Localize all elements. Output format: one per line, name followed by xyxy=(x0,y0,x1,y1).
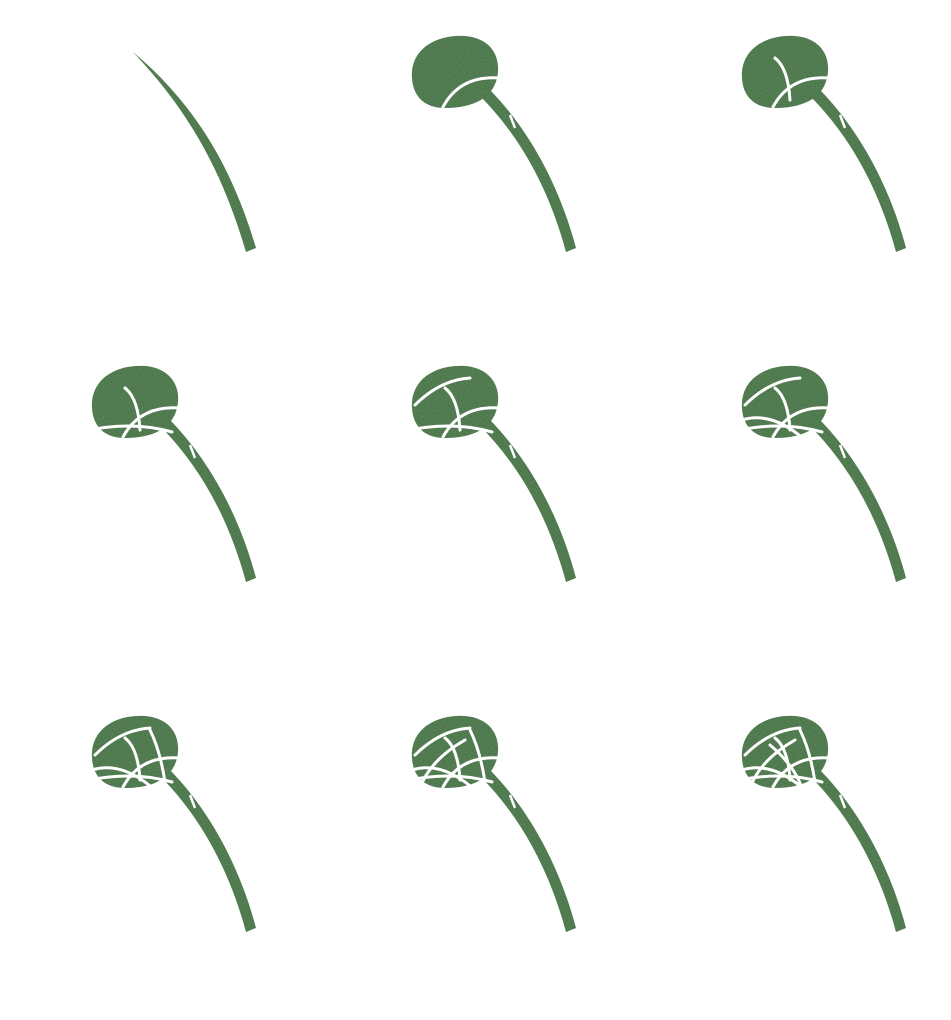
cut-arc xyxy=(413,376,472,407)
cut-arc xyxy=(90,766,162,797)
cut-arc xyxy=(121,756,182,789)
leaf-cap xyxy=(411,35,499,108)
cut-arc xyxy=(773,56,792,102)
cut-arc xyxy=(740,416,812,447)
leaf-illustration xyxy=(411,35,576,252)
leaf-panel xyxy=(650,20,951,340)
stem-notch xyxy=(838,794,847,809)
cut-arc xyxy=(413,726,472,757)
stem-shape xyxy=(162,768,256,932)
stem-notch xyxy=(508,444,517,459)
cut-arc xyxy=(728,424,824,434)
cut-arc xyxy=(771,76,832,109)
leaf-grid xyxy=(0,20,951,932)
cut-arc xyxy=(748,738,797,790)
cut-arc xyxy=(410,766,482,797)
cut-arc xyxy=(768,743,807,802)
stem-notch xyxy=(838,444,847,459)
leaf-panel xyxy=(0,700,317,1020)
stem-shape xyxy=(812,418,906,582)
leaf-panel xyxy=(650,350,951,670)
cut-arc xyxy=(398,424,494,434)
leaf-panel xyxy=(0,20,317,340)
cut-arc xyxy=(443,386,462,432)
cut-arc xyxy=(771,756,832,789)
leaf-illustration xyxy=(398,365,576,582)
cut-arc xyxy=(123,386,142,432)
cut-arc xyxy=(773,386,792,432)
leaf-illustration xyxy=(133,52,256,252)
leaf-panel xyxy=(320,20,637,340)
leaf-illustration xyxy=(728,715,906,932)
cut-arc xyxy=(441,406,502,439)
cut-arc xyxy=(441,76,502,109)
leaf-illustration xyxy=(78,365,256,582)
cut-arc xyxy=(771,406,832,439)
cut-arc xyxy=(743,376,802,407)
leaf-illustration xyxy=(78,715,256,932)
stem-notch xyxy=(188,444,197,459)
cut-arc xyxy=(798,728,817,784)
cut-arc xyxy=(148,728,167,784)
cut-arc xyxy=(93,726,152,757)
cut-arc xyxy=(121,406,182,439)
cut-arc xyxy=(78,424,174,434)
stem-shape xyxy=(482,88,576,252)
stem-shape xyxy=(133,52,256,252)
leaf-illustration xyxy=(398,715,576,932)
leaf-panel xyxy=(320,700,637,1020)
cut-arc xyxy=(773,736,792,782)
cut-arc xyxy=(123,736,142,782)
leaf-illustration xyxy=(741,35,906,252)
stem-shape xyxy=(482,768,576,932)
leaf-panel xyxy=(0,350,317,670)
leaf-panel xyxy=(320,350,637,670)
cut-arc xyxy=(468,728,487,784)
stem-notch xyxy=(838,114,847,129)
cut-arc xyxy=(418,738,467,790)
cut-arc xyxy=(443,736,462,782)
stem-shape xyxy=(812,88,906,252)
stem-notch xyxy=(508,114,517,129)
stem-shape xyxy=(812,768,906,932)
leaf-illustration xyxy=(728,365,906,582)
leaf-panel xyxy=(650,700,951,1020)
cut-arc xyxy=(743,726,802,757)
stem-shape xyxy=(482,418,576,582)
cut-arc xyxy=(441,756,502,789)
stem-notch xyxy=(188,794,197,809)
stem-notch xyxy=(508,794,517,809)
stem-shape xyxy=(162,418,256,582)
